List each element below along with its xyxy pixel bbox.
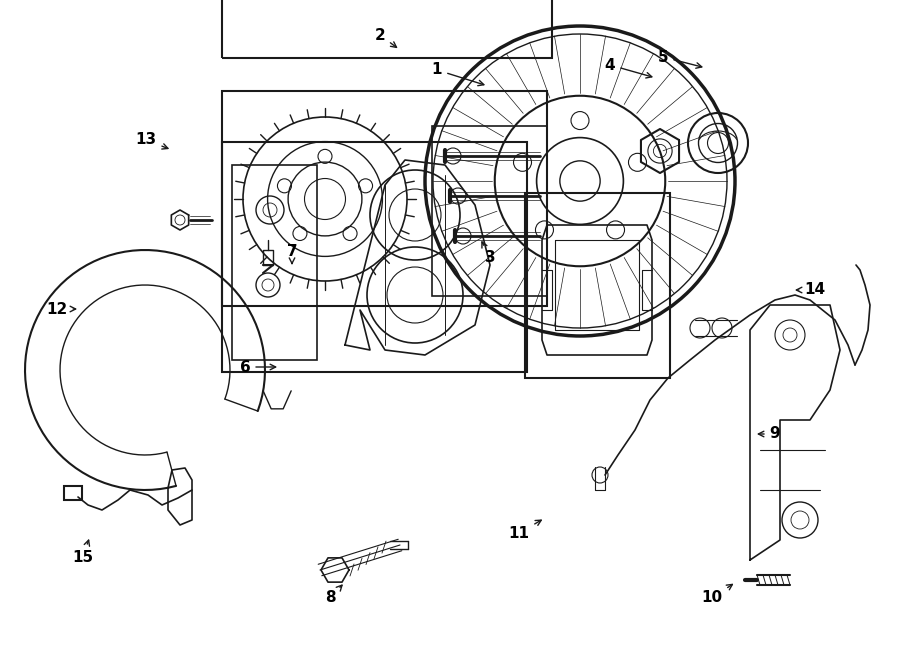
Text: 8: 8	[325, 585, 342, 605]
Text: 4: 4	[605, 58, 652, 78]
Bar	[64, 486, 82, 500]
Text: 14: 14	[796, 282, 825, 297]
Bar	[222, 91, 547, 306]
Text: 12: 12	[47, 301, 76, 317]
Text: 5: 5	[658, 50, 702, 68]
Text: 13: 13	[135, 132, 168, 149]
Bar	[222, 0, 552, 58]
Text: 3: 3	[482, 242, 495, 266]
Text: 9: 9	[759, 426, 780, 442]
Text: 6: 6	[239, 360, 275, 375]
Bar	[432, 126, 547, 296]
Bar	[222, 142, 527, 372]
Bar	[232, 165, 317, 360]
Text: 7: 7	[287, 245, 297, 264]
Text: 15: 15	[72, 540, 94, 564]
Text: 2: 2	[374, 28, 397, 48]
Text: 11: 11	[508, 520, 541, 541]
Bar	[525, 193, 670, 378]
Text: 10: 10	[701, 584, 733, 605]
Text: 1: 1	[432, 63, 484, 86]
